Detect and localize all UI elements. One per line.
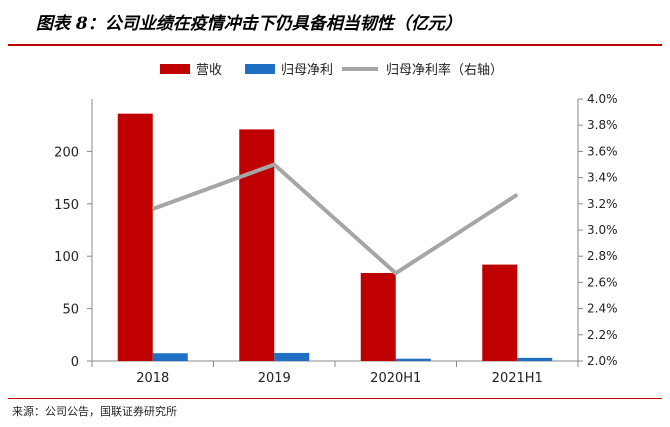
tick-labels: 0 50 100 150 200 2.0% 2.2% 2.4% 2.6% 2.8% 3.0% 3.2%… xyxy=(54,92,617,386)
y-right-tick-label: 2.6% xyxy=(587,275,618,289)
line-point xyxy=(273,164,275,165)
x-tick-label: 2019 xyxy=(258,371,291,386)
bar-net-profit xyxy=(517,357,553,361)
y-right-tick-label: 2.2% xyxy=(587,328,618,342)
source-note: 来源：公司公告，国联证券研究所 xyxy=(12,405,177,418)
line-net-margin xyxy=(152,162,519,276)
legend-label: 归母净利 xyxy=(281,63,333,78)
legend-label: 营收 xyxy=(196,63,222,78)
y-right-tick-label: 3.2% xyxy=(587,197,618,211)
y-right-tick-label: 3.0% xyxy=(587,223,618,237)
y-left-tick-label: 100 xyxy=(54,250,79,265)
y-right-tick-label: 3.6% xyxy=(587,144,618,158)
bar-revenue xyxy=(360,272,396,361)
y-right-tick-label: 3.8% xyxy=(587,118,618,132)
legend-swatch xyxy=(245,64,275,74)
bar-net-profit xyxy=(395,358,431,361)
line-point xyxy=(395,272,397,274)
line-series xyxy=(152,162,519,276)
x-tick-label: 2021H1 xyxy=(492,371,543,386)
y-right-tick-label: 2.8% xyxy=(587,249,618,263)
y-left-tick-label: 50 xyxy=(62,303,79,318)
y-left-tick-label: 200 xyxy=(54,145,79,160)
title-rule xyxy=(8,44,662,46)
x-tick-label: 2020H1 xyxy=(370,371,421,386)
bar-revenue xyxy=(482,264,518,361)
legend-swatch xyxy=(160,64,190,74)
bar-net-profit xyxy=(274,352,310,361)
line-point xyxy=(152,208,154,210)
y-left-tick-label: 0 xyxy=(71,355,79,370)
y-right-tick-label: 4.0% xyxy=(587,92,618,106)
source-rule xyxy=(8,398,662,399)
bar-revenue xyxy=(117,113,153,361)
legend-label: 归母净利率（右轴） xyxy=(386,62,503,78)
y-right-tick-label: 3.4% xyxy=(587,171,618,185)
y-right-tick-label: 2.4% xyxy=(587,302,618,316)
bar-net-profit xyxy=(152,353,188,361)
x-tick-label: 2018 xyxy=(136,371,169,386)
y-left-tick-label: 150 xyxy=(54,198,79,213)
y-right-tick-label: 2.0% xyxy=(587,354,618,368)
figure-title: 图表 8：公司业绩在疫情冲击下仍具备相当韧性（亿元） xyxy=(36,14,462,34)
legend: 营收 归母净利 归母净利率（右轴） xyxy=(160,62,503,78)
line-point xyxy=(516,194,518,196)
bars xyxy=(117,113,553,361)
bar-revenue xyxy=(239,129,275,361)
